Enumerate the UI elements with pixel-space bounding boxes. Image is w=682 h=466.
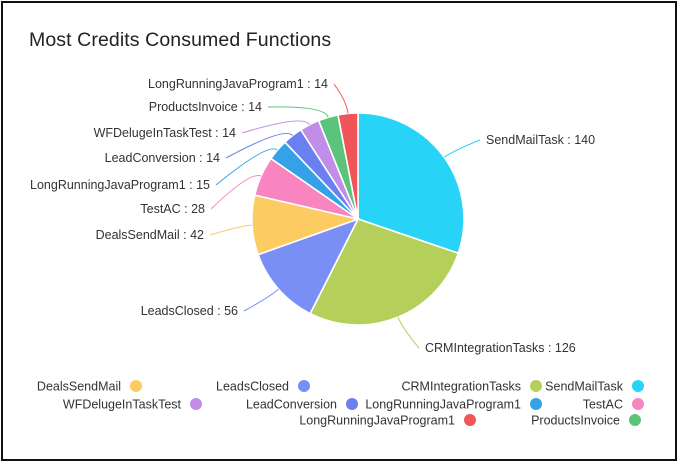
legend-label: TestAC [583,398,623,412]
data-label: ProductsInvoice : 14 [149,100,262,114]
legend-label: SendMailTask [545,380,624,394]
legend-item[interactable]: WFDelugeInTaskTest [63,398,202,412]
legend-swatch [530,380,542,392]
chart-title: Most Credits Consumed Functions [29,29,332,51]
legend-item[interactable]: CRMIntegrationTasks [402,380,543,394]
legend-label: LongRunningJavaProgram1 [365,398,521,412]
data-label: LeadsClosed : 56 [141,304,238,318]
legend-label: DealsSendMail [37,380,121,394]
legend-swatch [346,398,358,410]
legend-swatch [130,380,142,392]
data-label: TestAC : 28 [140,202,205,216]
data-label: DealsSendMail : 42 [96,228,204,242]
legend-swatch [632,380,644,392]
legend-item[interactable]: LongRunningJavaProgram1 [299,414,476,428]
data-label: CRMIntegrationTasks : 126 [425,341,576,355]
data-label: LongRunningJavaProgram1 : 14 [148,77,328,91]
legend-item[interactable]: ProductsInvoice [531,414,641,428]
legend-swatch [632,398,644,410]
legend-swatch [629,414,641,426]
pie-slice[interactable] [357,112,465,255]
legend-label: CRMIntegrationTasks [402,380,522,394]
pie-slice[interactable] [309,218,460,326]
leader-line [443,139,481,158]
legend: DealsSendMail LeadsClosed CRMIntegrationTa… [37,380,644,428]
legend-swatch [298,380,310,392]
legend-item[interactable]: LeadConversion [246,398,358,412]
leader-line [397,317,420,349]
legend-swatch [190,398,202,410]
legend-item[interactable]: LeadsClosed [216,380,310,394]
legend-item[interactable]: DealsSendMail [37,380,142,394]
leader-line [267,106,329,118]
legend-swatch [464,414,476,426]
leader-line [209,224,253,236]
data-label: SendMailTask : 140 [486,133,595,147]
leader-line [333,83,349,114]
data-label: LongRunningJavaProgram1 : 15 [30,178,210,192]
leader-line [225,132,293,159]
leader-line [210,174,262,210]
legend-label: WFDelugeInTaskTest [63,398,182,412]
leader-line [243,288,279,312]
data-label: WFDelugeInTaskTest : 14 [94,126,236,140]
legend-label: LongRunningJavaProgram1 [299,414,455,428]
legend-label: LeadConversion [246,398,337,412]
legend-item[interactable]: SendMailTask [545,380,644,394]
legend-item[interactable]: LongRunningJavaProgram1 [365,398,542,412]
legend-item[interactable]: TestAC [583,398,644,412]
legend-label: ProductsInvoice [531,414,620,428]
data-label: LeadConversion : 14 [105,151,220,165]
leader-line [215,148,278,186]
leader-line [241,120,310,134]
pie-slices: SendMailTask : 140 CRMIntegrationTasks : … [30,77,595,355]
legend-swatch [530,398,542,410]
legend-label: LeadsClosed [216,380,289,394]
